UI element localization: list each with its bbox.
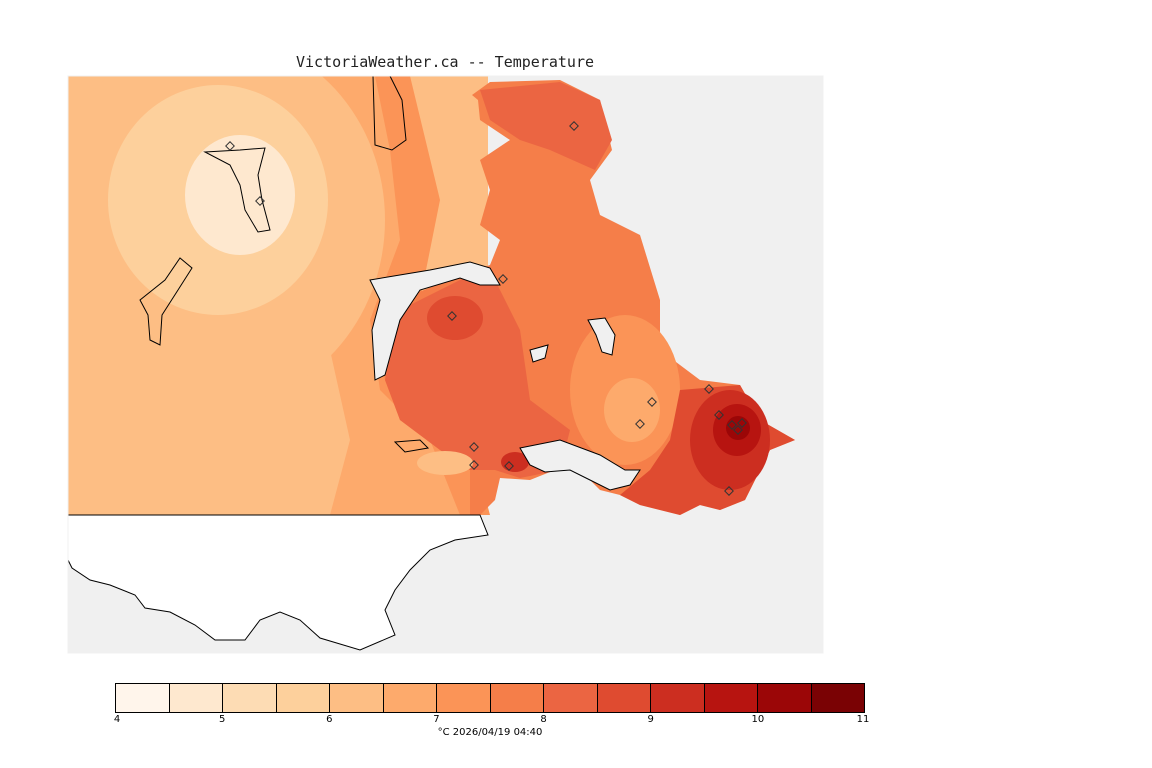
colorbar-tick-label: 7 (433, 714, 440, 725)
station-marker (225, 141, 235, 151)
station-marker (569, 121, 579, 131)
colorbar-tick-label: 5 (218, 714, 226, 725)
station-marker (704, 384, 714, 394)
colorbar-tick-label: 8 (540, 714, 547, 725)
colorbar-tick-label: 10 (751, 714, 765, 725)
colorbar-swatch (651, 684, 705, 712)
colorbar-swatch (276, 684, 330, 712)
station-marker (469, 442, 479, 452)
colorbar-tick-label: 6 (326, 714, 333, 725)
temperature-field-east (380, 80, 795, 515)
southern-landmass (67, 514, 489, 651)
station-marker (647, 397, 657, 407)
colorbar-swatch (223, 684, 277, 712)
colorbar-tick-label: 9 (647, 714, 654, 725)
water-inlets (369, 261, 641, 491)
map-frame (67, 75, 824, 654)
station-marker (737, 418, 747, 428)
station-marker (498, 274, 508, 284)
colorbar-legend (115, 683, 865, 713)
colorbar-swatch (330, 684, 384, 712)
colorbar-swatch (490, 684, 544, 712)
colorbar-swatch (116, 684, 170, 712)
colorbar-swatch (437, 684, 491, 712)
station-marker (447, 311, 457, 321)
station-marker (727, 420, 737, 430)
station-marker (255, 196, 265, 206)
colorbar-swatch (383, 684, 437, 712)
colorbar-tick-labels: 4 5 6 7 8 9 10 11 (113, 714, 870, 728)
map-title: VictoriaWeather.ca -- Temperature (295, 53, 594, 71)
colorbar-swatch (169, 684, 223, 712)
colorbar-swatch (758, 684, 812, 712)
colorbar-tick-label: 11 (856, 714, 870, 725)
colorbar-swatch (597, 684, 651, 712)
colorbar-tick-label: 4 (113, 714, 121, 725)
station-marker (724, 486, 734, 496)
colorbar-swatch (811, 684, 864, 712)
station-marker (733, 425, 743, 435)
colorbar-swatch (704, 684, 758, 712)
colorbar-swatch (544, 684, 598, 712)
station-marker (469, 460, 479, 470)
station-marker (635, 419, 645, 429)
colorbar-caption: °C 2026/04/19 04:40 (437, 727, 543, 738)
station-marker (714, 410, 724, 420)
temperature-field-west (68, 76, 490, 515)
station-markers (225, 121, 747, 496)
station-marker (504, 461, 514, 471)
